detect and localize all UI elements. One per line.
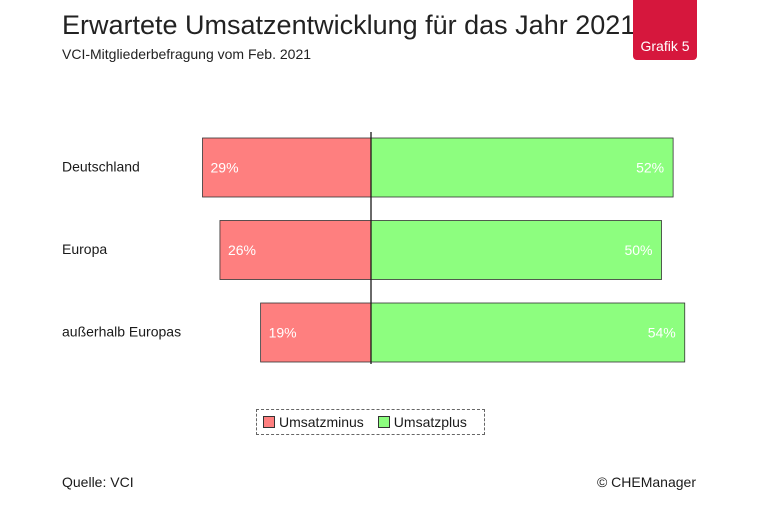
data-label-minus: 29%: [211, 160, 239, 176]
figure-badge-label: Grafik 5: [640, 38, 690, 54]
chart-subtitle: VCI-Mitgliederbefragung vom Feb. 2021: [62, 46, 312, 62]
category-label: Deutschland: [62, 159, 140, 175]
copyright-note: © CHEManager: [596, 474, 696, 490]
bar-minus: [202, 137, 372, 198]
data-label-plus: 54%: [648, 325, 676, 341]
legend-item-minus: Umsatzminus: [263, 414, 364, 430]
legend-swatch-plus: [377, 416, 390, 428]
category-label: außerhalb Europas: [62, 324, 181, 340]
legend-swatch-minus: [263, 416, 275, 428]
bar-plus: [370, 302, 686, 363]
data-label-plus: 50%: [624, 242, 652, 258]
bar-minus: [219, 220, 372, 280]
bar-plus: [370, 220, 662, 280]
diverging-bar-chart: Deutschland 29% 52% Europa 26% 50% außerhalb E…: [62, 132, 686, 364]
data-label-minus: 26%: [228, 242, 256, 258]
legend-item-plus: Umsatzplus: [377, 414, 467, 430]
figure-badge: Grafik 5: [633, 0, 697, 60]
bar-minus: [260, 302, 372, 363]
source-note: Quelle: VCI: [62, 474, 134, 490]
chart-legend: Umsatzminus Umsatzplus: [256, 409, 485, 435]
data-label-minus: 19%: [269, 325, 297, 341]
bar-plus: [370, 137, 674, 198]
legend-label-minus: Umsatzminus: [279, 414, 364, 430]
legend-label-plus: Umsatzplus: [393, 414, 467, 430]
category-label: Europa: [62, 241, 107, 257]
data-label-plus: 52%: [636, 160, 664, 176]
chart-title: Erwartete Umsatzentwicklung für das Jahr…: [62, 10, 636, 40]
